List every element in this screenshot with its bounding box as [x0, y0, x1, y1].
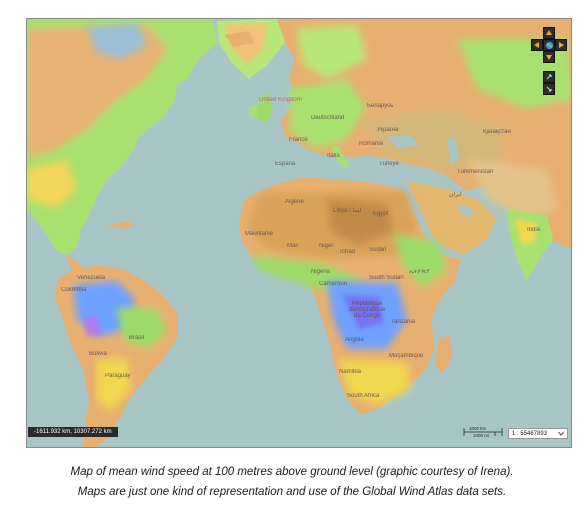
chevron-down-icon [558, 431, 564, 436]
zoom-in-button[interactable] [543, 71, 555, 83]
land-uk [257, 93, 273, 123]
zoom-in-icon [546, 74, 552, 80]
wind-map-canvas [27, 19, 571, 447]
label-belarus: Беларусь [367, 103, 394, 109]
caption-line-1: Map of mean wind speed at 100 metres abo… [70, 466, 514, 478]
land-iceland [225, 31, 255, 47]
label-namibia: Namibia [339, 369, 362, 375]
black-sea [387, 135, 419, 149]
label-ukraine: Україна [377, 127, 399, 133]
arrow-up-icon [546, 30, 552, 35]
caspian-sea [447, 137, 459, 165]
label-south-sudan: South Sudan [369, 275, 404, 281]
arrow-down-icon [546, 55, 552, 60]
scale-select-value: 1 : 55467893 [512, 430, 548, 437]
label-india: India [527, 227, 541, 233]
arrow-right-icon [559, 42, 564, 48]
land-us-plains [27, 159, 77, 209]
land-congo-peak [343, 295, 383, 329]
wind-map[interactable]: United Kingdom Deutschland France España… [26, 18, 572, 448]
zoom-out-icon [546, 86, 552, 92]
land-italy [331, 145, 349, 169]
label-cameroun: Cameroun [319, 281, 348, 287]
land-india-inner [515, 219, 537, 245]
land-southern-africa [339, 359, 411, 405]
land-ireland [249, 105, 257, 117]
label-tanzania: Tanzania [391, 319, 416, 325]
label-espana: España [275, 161, 296, 167]
label-iran: ایران [449, 192, 462, 198]
land-east-africa [393, 233, 447, 289]
land-west-europe [289, 79, 367, 149]
label-deutschland: Deutschland [311, 115, 345, 121]
label-kazakhstan: Қазақстан [483, 129, 511, 135]
label-ethiopia: ኢትዮጵያ [409, 269, 430, 275]
label-bolivia: Bolivia [89, 351, 107, 357]
land-amazon-peak [83, 315, 101, 337]
land-north-america-inner [27, 25, 167, 159]
label-libya: Libya / ليبيا [333, 208, 362, 214]
persian-gulf [457, 205, 473, 217]
land-central-asia [467, 159, 557, 219]
label-angola: Angola [345, 337, 364, 343]
land-caribbean [107, 221, 135, 229]
land-sahara-core [327, 199, 393, 245]
label-france: France [289, 137, 308, 143]
label-paraguay: Paraguay [105, 373, 131, 379]
land-hudson [87, 23, 147, 59]
label-mali: Mali [287, 243, 299, 249]
label-south-africa: South Africa [347, 393, 380, 399]
label-romania: România [359, 141, 384, 147]
label-italia: Italia [327, 153, 340, 159]
label-brasil: Brasil [129, 335, 145, 341]
scale-bar-line [463, 428, 503, 436]
pan-up-button[interactable] [543, 27, 555, 39]
label-turkiye: Türkiye [379, 161, 399, 167]
coordinate-readout: -1611.932 km, 10307.272 km [28, 427, 118, 437]
label-turkmenistan: Türkmenistan [457, 169, 494, 175]
pan-left-button[interactable] [531, 39, 543, 51]
label-algerie: Algérie [285, 199, 304, 205]
label-venezuela: Venezuela [77, 275, 106, 281]
land-arabia [407, 181, 497, 255]
land-scandinavia [297, 25, 367, 79]
pan-right-button[interactable] [555, 39, 567, 51]
label-sudan: Sudan [369, 247, 387, 253]
zoom-out-button[interactable] [543, 83, 555, 95]
scale-select[interactable]: 1 : 55467893 [508, 428, 568, 439]
scale-bar-mi: 1000 mi [473, 433, 490, 438]
label-tchad: Tchad [339, 249, 356, 255]
label-colombia: Colombia [61, 287, 87, 293]
land-siberia [457, 39, 571, 109]
scale-bar: 1000 km 1000 mi [463, 426, 503, 438]
label-egypt: Egypt [373, 211, 389, 217]
land-brazil-east [117, 307, 167, 349]
zoom-world-button[interactable] [543, 39, 555, 51]
caption-line-2: Maps are just one kind of representation… [77, 486, 507, 498]
land-madagascar [435, 335, 453, 373]
label-niger: Niger [319, 243, 334, 249]
label-rdc: République démocratique du Congo [348, 301, 386, 319]
label-mauritanie: Mauritanie [245, 231, 274, 237]
land-south-cone [97, 359, 131, 411]
globe-icon [545, 41, 553, 49]
label-nigeria: Nigeria [311, 269, 331, 275]
pan-down-button[interactable] [543, 51, 555, 63]
scale-bar-km: 1000 km [469, 426, 487, 431]
label-united-kingdom: United Kingdom [259, 97, 302, 103]
label-mocambique: Moçambique [389, 353, 424, 359]
arrow-left-icon [534, 42, 539, 48]
land-steppe [357, 109, 507, 169]
